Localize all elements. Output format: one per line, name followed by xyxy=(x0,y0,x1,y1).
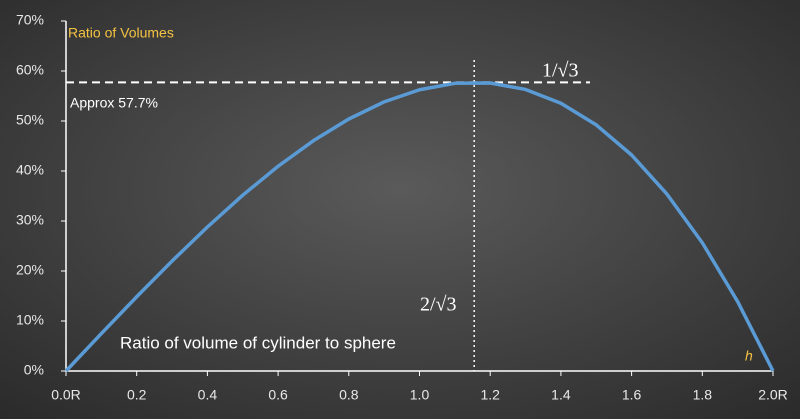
annotation: 1/√3 xyxy=(542,60,579,82)
y-tick-label: 70% xyxy=(16,12,44,28)
y-tick-label: 30% xyxy=(16,212,44,228)
x-tick-label: 0.4 xyxy=(198,387,218,403)
x-axis-label: h xyxy=(745,348,753,364)
x-tick-label: 1.2 xyxy=(480,387,500,403)
y-tick-label: 0% xyxy=(24,362,44,378)
chart-title: Ratio of Volumes xyxy=(68,25,174,41)
y-tick-label: 10% xyxy=(16,312,44,328)
x-tick-label: 0.0R xyxy=(51,387,81,403)
y-tick-label: 50% xyxy=(16,112,44,128)
data-line xyxy=(64,81,775,373)
x-tick-label: 1.0 xyxy=(410,387,430,403)
annotation: 2/√3 xyxy=(420,294,457,316)
annotation: Ratio of volume of cylinder to sphere xyxy=(120,333,396,352)
x-tick-label: 1.8 xyxy=(693,387,713,403)
x-tick-label: 0.8 xyxy=(339,387,359,403)
y-tick-label: 40% xyxy=(16,162,44,178)
x-tick-label: 2.0R xyxy=(758,387,788,403)
x-tick-label: 1.4 xyxy=(551,387,571,403)
y-tick-label: 20% xyxy=(16,262,44,278)
x-tick-label: 0.6 xyxy=(268,387,288,403)
x-tick-label: 0.2 xyxy=(127,387,147,403)
annotation: Approx 57.7% xyxy=(70,95,158,111)
x-tick-label: 1.6 xyxy=(622,387,642,403)
y-tick-label: 60% xyxy=(16,62,44,78)
